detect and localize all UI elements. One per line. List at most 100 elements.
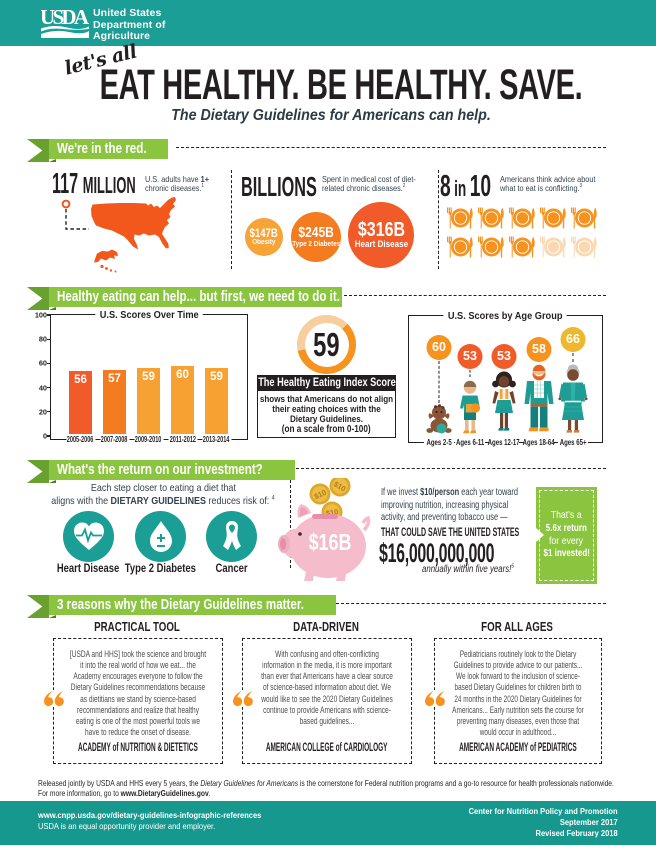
age-connector-dash [572, 352, 574, 362]
text-cap_pre: U.S. adults have [145, 174, 201, 184]
text-banner: 3 reasons why the Dietary Guidelines mat… [57, 597, 304, 613]
text-big_money: $16,000,000,000 [379, 538, 495, 568]
piggy-bank: $10 $10 $10 $16B [278, 478, 371, 581]
plate-setting-icon [570, 236, 598, 258]
text-risk_l2_pre: aligns with the [51, 495, 111, 507]
divider-dash-2 [344, 295, 606, 296]
age-chart-title: U.S. Scores by Age Group [409, 310, 602, 322]
age-group-label: Ages 18-64 [522, 437, 556, 447]
stat-billions-caption: Spent in medical cost of diet-related ch… [322, 174, 421, 194]
age-score-circle: 58 [526, 337, 552, 363]
text-title: EAT HEALTHY. BE HEALTHY. SAVE. [99, 61, 583, 109]
text-2: Agriculture [93, 30, 151, 42]
page-title: EAT HEALTHY. BE HEALTHY. SAVE. [100, 61, 656, 110]
quote-attr-3: AMERICAN ACADEMY of PEDIATRICS [435, 740, 601, 754]
y-axis-label: 80 [38, 334, 47, 344]
hei-gauge-value: 59 [313, 325, 340, 363]
plate-icons-grid [446, 207, 606, 259]
age-group-label: Ages 2-5 [424, 437, 454, 447]
text-right3: Revised February 2018 [535, 828, 618, 838]
plate-setting-icon [446, 207, 474, 229]
y-axis-label: 60 [38, 358, 47, 368]
age-figure-icon [488, 371, 520, 438]
text-cap: Spent in medical cost of diet-related ch… [322, 174, 416, 194]
stat-117-million: 117 MILLION [52, 168, 201, 201]
hei-description-box: shows that Americans do not align their … [257, 391, 396, 438]
callout-notch [536, 528, 544, 542]
cancer-ribbon-icon [206, 511, 257, 562]
save-line: THAT COULD SAVE THE UNITED STATES [381, 527, 608, 539]
text-value: $245B [298, 224, 334, 242]
reason-heading-1: PRACTICAL TOOL [82, 620, 192, 634]
stat-8-in-10: 8 in 10 [440, 168, 522, 204]
text-number_mid: in [454, 176, 467, 201]
diabetes-icon [135, 511, 186, 562]
footer-right: Center for Nutrition Policy and Promotio… [469, 806, 618, 839]
age-group-label: Ages 6-11 [455, 437, 485, 447]
bar-value: 59 [210, 370, 223, 383]
text-0: United States [93, 7, 162, 19]
x-axis-label: 2011-2012 [168, 434, 197, 444]
age-score-circle: 53 [491, 344, 517, 370]
bar-2009-2010: 59 [137, 367, 160, 439]
y-axis-label: 100 [34, 310, 47, 320]
divider-dash-1 [176, 147, 606, 148]
bar-value: 60 [176, 369, 189, 382]
invest-text: If we invest $10/person each year toward… [381, 487, 523, 525]
us-map [61, 197, 176, 273]
quote-box-3: Pediatricians routinely look to the Diet… [423, 638, 602, 764]
text-title: U.S. Scores Over Time [95, 309, 203, 321]
quote-mark-icon [42, 690, 66, 707]
map-marker-icon [61, 199, 71, 209]
text-risk_footnote: 4 [271, 494, 275, 502]
banner-return-investment: What's the return on our investment? [49, 460, 295, 480]
age-figure-icon [555, 363, 591, 438]
age-score-circle: 53 [457, 344, 483, 370]
footer-left: www.cnpp.usda.gov/dietary-guidelines-inf… [38, 810, 261, 832]
footer-reference-link[interactable]: www.cnpp.usda.gov/dietary-guidelines-inf… [38, 810, 262, 820]
text-label: Obesity [252, 239, 276, 247]
age-connector-dash [438, 360, 440, 403]
text-heading: PRACTICAL TOOL [94, 620, 180, 634]
text-number: BILLIONS [241, 171, 317, 202]
bar-value: 59 [142, 370, 155, 383]
text-cap_bold: 1+ [200, 174, 209, 184]
quote-text-1: [USDA and HHS] took the science and brou… [69, 649, 207, 738]
text-released_italic: Dietary Guidelines for Americans [200, 778, 299, 788]
bar-value: 57 [108, 373, 121, 386]
svg-text:USDA: USDA [41, 7, 89, 29]
plate-setting-icon [477, 236, 505, 258]
age-figure-icon [521, 361, 557, 438]
text-cap: Americans think advice about what to eat… [500, 174, 596, 194]
cost-circle-diabetes: $245B Type 2 Diabetes [291, 212, 341, 262]
plate-setting-icon [539, 207, 567, 229]
bar-2011-2012: 60 [171, 366, 194, 439]
x-axis-label: 2013-2014 [202, 434, 231, 444]
quote-box-1: [USDA and HHS] took the science and brou… [42, 638, 223, 764]
banner-3-reasons: 3 reasons why the Dietary Guidelines mat… [49, 595, 336, 615]
text-invest_bold: $10/person [420, 487, 460, 498]
y-axis-tick [47, 387, 51, 389]
quote-box-2: With confusing and often-conflicting inf… [231, 638, 412, 764]
text-title: U.S. Scores by Age Group [443, 310, 568, 322]
text-number: 117 [52, 168, 79, 200]
bar-2013-2014: 59 [205, 367, 228, 439]
stat-8-in-10-caption: Americans think advice about what to eat… [500, 174, 604, 194]
text-value: $147B [249, 226, 279, 241]
bar-2005-2006: 56 [69, 371, 92, 439]
age-score-circle: 60 [426, 334, 452, 360]
age-figure-icon [455, 378, 485, 439]
quote-mark-icon [423, 690, 447, 707]
text-heading: FOR ALL AGES [481, 620, 553, 634]
text-label: Heart Disease [354, 238, 408, 250]
text-l4: $1 invested! [543, 548, 590, 560]
plate-setting-icon [508, 236, 536, 258]
plate-setting-icon [446, 236, 474, 258]
bar-value: 56 [74, 374, 87, 387]
pig-body [278, 504, 371, 581]
text-risk_l2_post: reduces risk of: [206, 495, 272, 507]
quote-mark-icon [231, 690, 255, 707]
banner-healthy-eating: Healthy eating can help... but first, we… [49, 287, 342, 307]
heart-disease-icon [63, 511, 114, 562]
text-released_line2_post: . [208, 788, 211, 799]
